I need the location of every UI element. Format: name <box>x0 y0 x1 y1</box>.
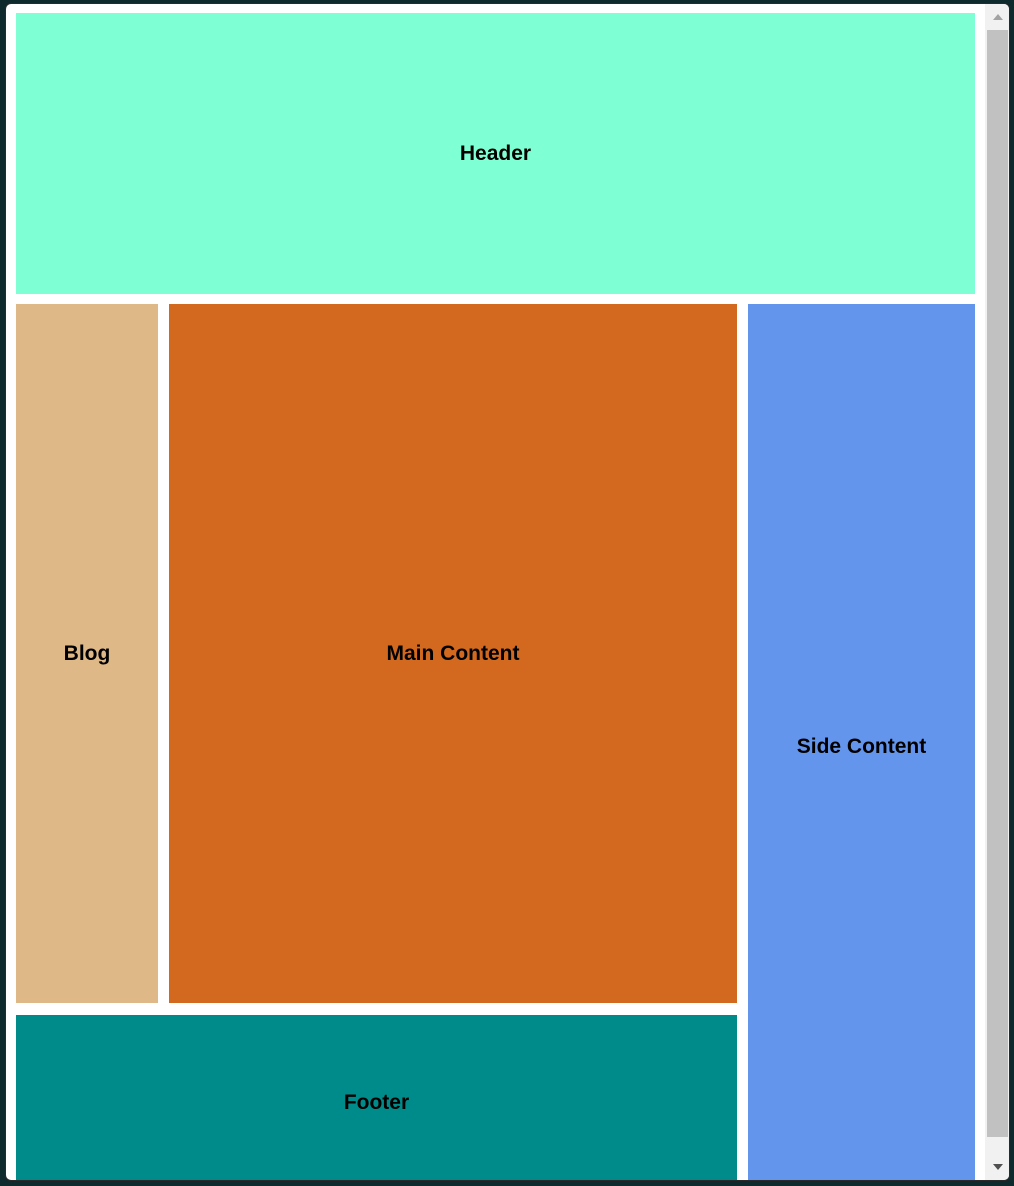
scroll-thumb[interactable] <box>987 30 1008 1137</box>
blog-block: Blog <box>16 304 158 1003</box>
browser-window: Header Blog Main Content Side Content Fo… <box>5 3 1010 1181</box>
footer-block: Footer <box>16 1015 737 1180</box>
header-label: Header <box>459 141 532 165</box>
scroll-up-arrow-icon[interactable] <box>985 6 1009 28</box>
main-content-block: Main Content <box>169 304 737 1003</box>
scroll-down-arrow-icon[interactable] <box>985 1156 1009 1178</box>
header-block: Header <box>16 13 975 294</box>
footer-label: Footer <box>343 1090 410 1114</box>
side-content-label: Side Content <box>796 734 927 758</box>
blog-label: Blog <box>63 641 111 665</box>
side-content-block: Side Content <box>748 304 975 1180</box>
vertical-scrollbar[interactable] <box>985 4 1009 1180</box>
main-content-label: Main Content <box>386 641 520 665</box>
